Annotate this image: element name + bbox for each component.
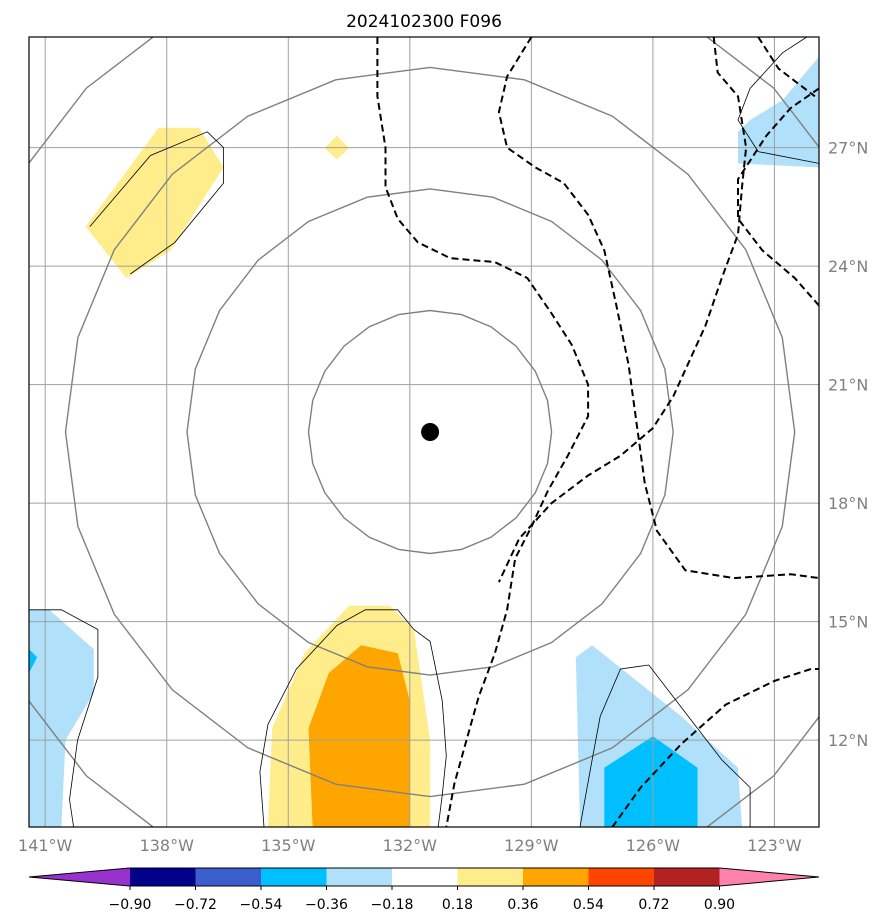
range-ring-0 bbox=[307, 309, 553, 555]
colorbar-swatch-8 bbox=[588, 868, 655, 886]
range-ring-2 bbox=[64, 66, 796, 798]
map-frame bbox=[28, 36, 820, 828]
colorbar-swatch-4 bbox=[326, 868, 393, 886]
dashed-contour-3 bbox=[757, 37, 816, 98]
colorbar-swatch-9 bbox=[654, 868, 720, 886]
colorbar-label-6: 0.36 bbox=[507, 897, 538, 913]
y-tick-label-1: 24°N bbox=[828, 257, 868, 276]
colorbar-label-4: −0.18 bbox=[371, 897, 414, 913]
thin-contour-1 bbox=[29, 609, 99, 827]
x-tick-label-4: 129°W bbox=[504, 836, 559, 855]
x-tick-label-5: 126°W bbox=[626, 836, 681, 855]
dashed-contour-5 bbox=[611, 668, 819, 827]
colorbar-swatch-2 bbox=[195, 868, 262, 886]
x-tick-label-6: 123°W bbox=[747, 836, 802, 855]
y-axis-ticks: 27°N 24°N 21°N 18°N 15°N 12°N bbox=[828, 139, 868, 750]
y-tick-label-2: 21°N bbox=[828, 376, 868, 395]
gridlines bbox=[29, 37, 819, 827]
colorbar-extend-high bbox=[719, 868, 819, 886]
colorbar-label-7: 0.54 bbox=[573, 897, 604, 913]
dashed-contours bbox=[376, 37, 819, 827]
colorbar-label-8: 0.72 bbox=[638, 897, 669, 913]
colorbar-swatch-5 bbox=[392, 868, 458, 886]
colorbar-label-5: 0.18 bbox=[442, 897, 473, 913]
y-tick-label-3: 18°N bbox=[828, 494, 868, 513]
x-tick-label-2: 135°W bbox=[261, 836, 316, 855]
thin-contour-4 bbox=[737, 37, 819, 164]
colorbar-label-3: −0.36 bbox=[305, 897, 348, 913]
colorbar-label-1: −0.72 bbox=[174, 897, 217, 913]
colorbar-label-9: 0.90 bbox=[704, 897, 735, 913]
colorbar-swatch-1 bbox=[130, 868, 196, 886]
range-ring-1 bbox=[186, 188, 674, 676]
colorbar-extend-low bbox=[29, 868, 130, 886]
thin-contours bbox=[29, 37, 819, 827]
thin-contour-5 bbox=[818, 811, 819, 812]
colorbar-swatch-6 bbox=[457, 868, 524, 886]
dashed-contour-2 bbox=[497, 37, 748, 583]
chart-title: 2024102300 F096 bbox=[346, 12, 502, 32]
thin-contour-3 bbox=[579, 664, 751, 827]
colorbar-label-2: −0.54 bbox=[240, 897, 283, 913]
filled-contours bbox=[29, 56, 819, 827]
y-tick-label-5: 12°N bbox=[828, 731, 868, 750]
colorbar: −0.90 −0.72 −0.54 −0.36 −0.18 0.18 0.36 0.54 0.7… bbox=[28, 867, 820, 913]
x-tick-label-1: 138°W bbox=[140, 836, 195, 855]
thin-contour-2 bbox=[259, 609, 447, 827]
colorbar-label-0: −0.90 bbox=[109, 897, 152, 913]
dashed-contour-1 bbox=[497, 37, 819, 580]
x-tick-label-0: 141°W bbox=[18, 836, 73, 855]
storm-center bbox=[421, 423, 440, 441]
x-tick-label-3: 132°W bbox=[383, 836, 438, 855]
colorbar-swatch-3 bbox=[261, 868, 327, 886]
thin-contour-0 bbox=[89, 131, 224, 275]
filled-region-5 bbox=[29, 649, 38, 673]
y-tick-label-4: 15°N bbox=[828, 613, 868, 632]
dashed-contour-0 bbox=[376, 37, 590, 827]
filled-region-0 bbox=[85, 127, 224, 279]
filled-region-8 bbox=[738, 56, 819, 168]
y-tick-label-0: 27°N bbox=[828, 139, 868, 158]
x-axis-ticks: 141°W 138°W 135°W 132°W 129°W 126°W 123°W bbox=[18, 836, 802, 855]
colorbar-swatch-7 bbox=[523, 868, 589, 886]
filled-region-3 bbox=[308, 645, 410, 827]
storm-center-dot bbox=[421, 423, 440, 441]
